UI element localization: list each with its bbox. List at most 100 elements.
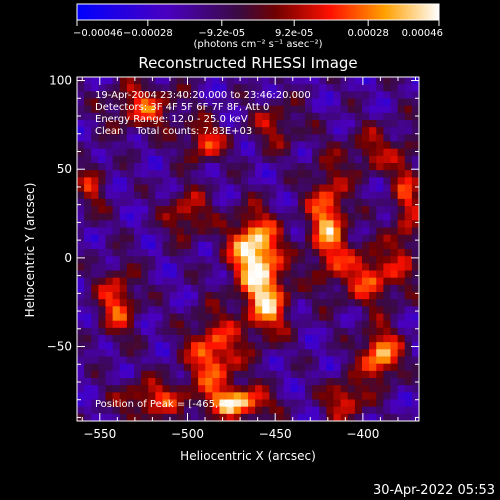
heatmap-cell bbox=[397, 213, 406, 221]
heatmap-cell bbox=[134, 77, 142, 85]
heatmap-cell bbox=[112, 155, 121, 164]
heatmap-cell bbox=[148, 198, 156, 207]
heatmap-cell bbox=[155, 198, 164, 207]
heatmap-cell bbox=[383, 155, 392, 164]
heatmap-cell bbox=[333, 363, 342, 372]
heatmap-cell bbox=[212, 98, 221, 107]
heatmap-cell bbox=[340, 284, 349, 293]
heatmap-cell bbox=[205, 342, 213, 350]
heatmap-cell bbox=[240, 399, 249, 408]
heatmap-cell bbox=[319, 413, 327, 421]
heatmap-cell bbox=[212, 191, 221, 200]
heatmap-cell bbox=[376, 320, 384, 329]
heatmap-cell bbox=[255, 299, 263, 307]
heatmap-cell bbox=[319, 320, 327, 329]
heatmap-cell bbox=[369, 270, 377, 279]
heatmap-cell bbox=[383, 306, 392, 315]
annotation-block: 19-Apr-2004 23:40:20.000 to 23:46:20.000… bbox=[95, 90, 311, 137]
heatmap-cell bbox=[233, 320, 242, 329]
heatmap-cell bbox=[312, 327, 320, 336]
heatmap-cell bbox=[269, 227, 278, 236]
heatmap-cell bbox=[119, 284, 128, 293]
heatmap-cell bbox=[383, 277, 392, 286]
heatmap-cell bbox=[205, 385, 213, 393]
heatmap-cell bbox=[319, 277, 327, 286]
heatmap-cell bbox=[397, 184, 406, 193]
heatmap-cell bbox=[126, 406, 135, 415]
heatmap-cell bbox=[248, 105, 256, 114]
heatmap-cell bbox=[169, 213, 178, 221]
heatmap-cell bbox=[212, 105, 221, 114]
heatmap-cell bbox=[226, 227, 235, 236]
heatmap-cell bbox=[198, 112, 206, 121]
heatmap-cell bbox=[240, 392, 249, 401]
heatmap-cell bbox=[191, 292, 199, 300]
heatmap-cell bbox=[326, 277, 335, 286]
heatmap-cell bbox=[191, 184, 199, 193]
heatmap-cell bbox=[169, 356, 178, 365]
heatmap-cell bbox=[112, 313, 121, 322]
heatmap-cell bbox=[376, 120, 384, 128]
heatmap-cell bbox=[169, 127, 178, 135]
heatmap-cell bbox=[354, 191, 363, 200]
heatmap-cell bbox=[333, 320, 342, 329]
heatmap-cell bbox=[383, 356, 392, 365]
heatmap-cell bbox=[262, 234, 270, 243]
heatmap-cell bbox=[333, 105, 342, 114]
heatmap-cell bbox=[369, 363, 377, 372]
heatmap-cell bbox=[198, 385, 206, 393]
heatmap-cell bbox=[126, 148, 135, 157]
heatmap-cell bbox=[198, 105, 206, 114]
heatmap-cell bbox=[212, 77, 221, 85]
heatmap-cell bbox=[397, 335, 406, 343]
heatmap-cell bbox=[98, 148, 107, 157]
heatmap-cell bbox=[141, 263, 149, 272]
heatmap-cell bbox=[240, 378, 249, 386]
chart-title: Reconstructed RHESSI Image bbox=[138, 54, 357, 72]
heatmap-cell bbox=[376, 112, 384, 121]
heatmap-cell bbox=[134, 105, 142, 114]
heatmap-cell bbox=[98, 335, 107, 343]
heatmap-cell bbox=[255, 77, 263, 85]
heatmap-cell bbox=[98, 370, 107, 379]
heatmap-cell bbox=[141, 306, 149, 315]
heatmap-cell bbox=[262, 206, 270, 214]
heatmap-cell bbox=[312, 170, 320, 178]
heatmap-cell bbox=[390, 249, 399, 257]
heatmap-cell bbox=[155, 370, 164, 379]
heatmap-cell bbox=[169, 198, 178, 207]
heatmap-cell bbox=[326, 249, 335, 257]
heatmap-cell bbox=[269, 335, 278, 343]
heatmap-cell bbox=[155, 191, 164, 200]
annotation-clean-counts: Clean Total counts: 7.83E+03 bbox=[95, 126, 252, 137]
heatmap-cell bbox=[134, 277, 142, 286]
heatmap-cell bbox=[105, 349, 114, 358]
heatmap-cell bbox=[84, 198, 92, 207]
heatmap-cell bbox=[269, 170, 278, 178]
heatmap-cell bbox=[91, 98, 99, 107]
heatmap-cell bbox=[269, 249, 278, 257]
heatmap-cell bbox=[333, 77, 342, 85]
heatmap-cell bbox=[226, 91, 235, 100]
heatmap-cell bbox=[347, 356, 356, 365]
heatmap-cell bbox=[347, 112, 356, 121]
heatmap-cell bbox=[191, 220, 199, 229]
heatmap-cell bbox=[333, 413, 342, 421]
heatmap-cell bbox=[354, 177, 363, 186]
heatmap-cell bbox=[205, 249, 213, 257]
heatmap-cell bbox=[112, 191, 121, 200]
heatmap-cell bbox=[119, 392, 128, 401]
heatmap-cell bbox=[105, 105, 114, 114]
heatmap-cell bbox=[112, 163, 121, 171]
heatmap-cell bbox=[312, 306, 320, 315]
heatmap-cell bbox=[354, 127, 363, 135]
heatmap-cell bbox=[283, 349, 292, 358]
heatmap-cell bbox=[390, 349, 399, 358]
heatmap-cell bbox=[376, 213, 384, 221]
heatmap-cell bbox=[176, 385, 185, 393]
heatmap-cell bbox=[290, 320, 299, 329]
heatmap-cell bbox=[155, 299, 164, 307]
heatmap-cell bbox=[240, 406, 249, 415]
heatmap-cell bbox=[404, 234, 413, 243]
heatmap-cell bbox=[240, 177, 249, 186]
